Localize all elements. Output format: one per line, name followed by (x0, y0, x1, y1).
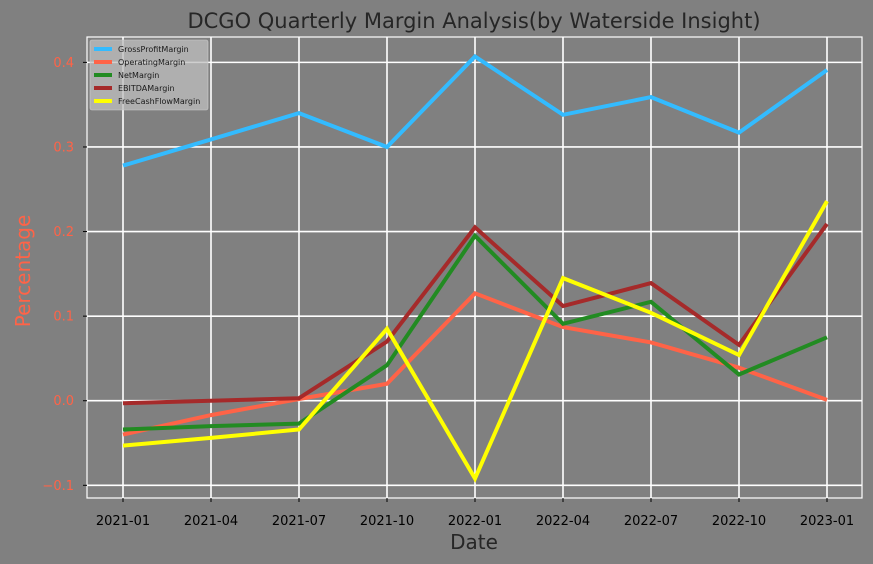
x-tick-label: 2022-01 (448, 514, 502, 529)
legend-label: EBITDAMargin (118, 84, 175, 93)
y-tick-label: 0.1 (53, 310, 74, 325)
series-line-GrossProfitMargin (122, 53, 829, 168)
series-line-OperatingMargin (122, 290, 828, 437)
x-tick-label: 2021-07 (272, 514, 326, 529)
x-axis-ticks: 2021-01 2021-04 2021-07 2021-10 2022-01 2022-… (96, 498, 854, 529)
chart-title: DCGO Quarterly Margin Analysis(by Waters… (187, 9, 760, 33)
y-tick-label: 0.4 (53, 56, 74, 71)
x-tick-label: 2021-10 (360, 514, 414, 529)
series-line-NetMargin (122, 232, 828, 432)
y-axis-ticks: −0.1 0.0 0.1 0.2 0.3 0.4 (42, 56, 87, 494)
legend-label: OperatingMargin (118, 58, 185, 67)
y-tick-label: 0.3 (53, 140, 74, 155)
x-tick-label: 2022-10 (712, 514, 766, 529)
y-tick-label: −0.1 (42, 479, 74, 494)
x-tick-label: 2021-01 (96, 514, 150, 529)
x-tick-label: 2021-04 (184, 514, 238, 529)
legend: GrossProfitMargin OperatingMargin NetMargi… (89, 39, 209, 111)
legend-label: FreeCashFlowMargin (118, 97, 200, 106)
series-line-FreeCashFlowMargin (122, 200, 829, 483)
x-tick-label: 2022-07 (624, 514, 678, 529)
series-line-EBITDAMargin (122, 222, 829, 406)
x-tick-label: 2022-04 (536, 514, 590, 529)
x-tick-label: 2023-01 (800, 514, 854, 529)
series-lines (122, 53, 829, 483)
y-axis-label: Percentage (11, 215, 35, 328)
legend-label: GrossProfitMargin (118, 45, 189, 54)
legend-box (89, 39, 209, 111)
legend-label: NetMargin (118, 71, 159, 80)
y-tick-label: 0.0 (53, 394, 74, 409)
x-axis-label: Date (450, 530, 498, 554)
y-tick-label: 0.2 (53, 225, 74, 240)
